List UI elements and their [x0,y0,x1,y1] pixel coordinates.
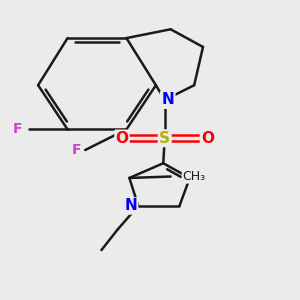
Text: F: F [13,122,22,136]
Text: O: O [116,131,128,146]
Text: N: N [191,170,203,185]
Text: S: S [159,131,170,146]
Text: CH₃: CH₃ [182,170,206,183]
Text: F: F [72,143,81,157]
Text: N: N [161,92,174,107]
Text: N: N [124,198,137,213]
Text: O: O [201,131,214,146]
